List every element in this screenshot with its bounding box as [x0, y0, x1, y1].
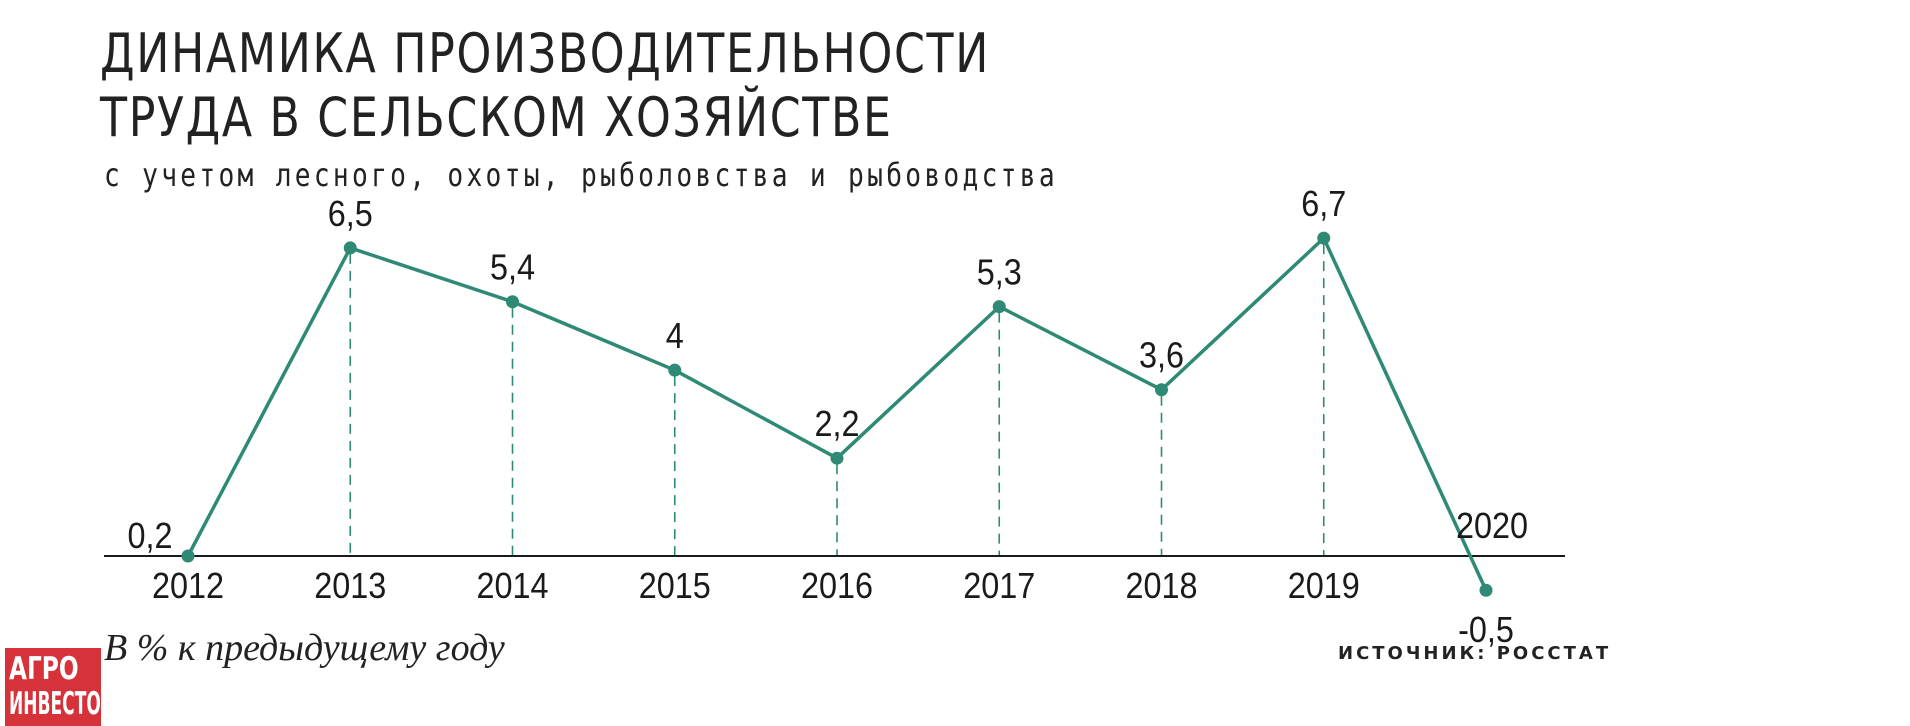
data-point — [1479, 583, 1493, 597]
chart-title: ДИНАМИКА ПРОИЗВОДИТЕЛЬНОСТИ ТРУДА В СЕЛЬ… — [100, 22, 990, 150]
chart-subtitle: с учетом лесного, охоты, рыболовства и р… — [104, 156, 1058, 194]
x-tick-label: 2015 — [639, 566, 711, 606]
x-tick-label: 2012 — [152, 566, 224, 606]
data-point — [1155, 383, 1168, 397]
data-label: 2,2 — [814, 405, 859, 445]
chart-title-line-2: ТРУДА В СЕЛЬСКОМ ХОЗЯЙСТВЕ — [100, 86, 893, 149]
data-label: 3,6 — [1139, 336, 1184, 376]
data-point — [181, 549, 195, 563]
data-point — [1317, 231, 1331, 245]
data-label: 5,4 — [490, 248, 535, 288]
x-tick-label: 2014 — [476, 566, 548, 606]
data-points — [181, 231, 1493, 597]
chart-title-line-1: ДИНАМИКА ПРОИЗВОДИТЕЛЬНОСТИ — [100, 22, 990, 85]
data-point — [830, 451, 844, 465]
data-label: 4 — [666, 317, 684, 357]
data-point — [992, 300, 1006, 314]
x-tick-label: 2020 — [1456, 506, 1528, 546]
drop-lines — [349, 244, 1325, 556]
x-tick-label: 2016 — [801, 566, 873, 606]
x-tick-label: 2019 — [1288, 566, 1360, 606]
x-tick-label: 2013 — [314, 566, 386, 606]
data-point — [668, 363, 682, 377]
logo-text-line-2: ИНВЕСТОР — [9, 686, 114, 722]
data-labels: 0,2 6,5 5,4 4 2,2 5,3 3,6 6,7 -0,5 — [127, 185, 1513, 651]
x-tick-label: 2018 — [1125, 566, 1197, 606]
data-label: 0,2 — [127, 516, 172, 556]
data-label: 6,5 — [328, 194, 373, 234]
logo-text-line-1: АГРО — [9, 651, 79, 687]
logo: АГРО ИНВЕСТОР — [5, 648, 113, 726]
data-label: 5,3 — [977, 253, 1022, 293]
source-note: ИСТОЧНИК: РОССТАТ — [1338, 643, 1612, 664]
data-label: 6,7 — [1301, 185, 1346, 225]
data-point — [506, 295, 519, 309]
data-label: -0,5 — [1458, 611, 1514, 651]
x-tick-label: 2017 — [963, 566, 1035, 606]
x-tick-labels: 2012 2013 2014 2015 2016 2017 2018 2019 2020 — [152, 506, 1528, 606]
unit-note: В % к предыдущему году — [104, 627, 505, 669]
data-point — [343, 241, 357, 255]
